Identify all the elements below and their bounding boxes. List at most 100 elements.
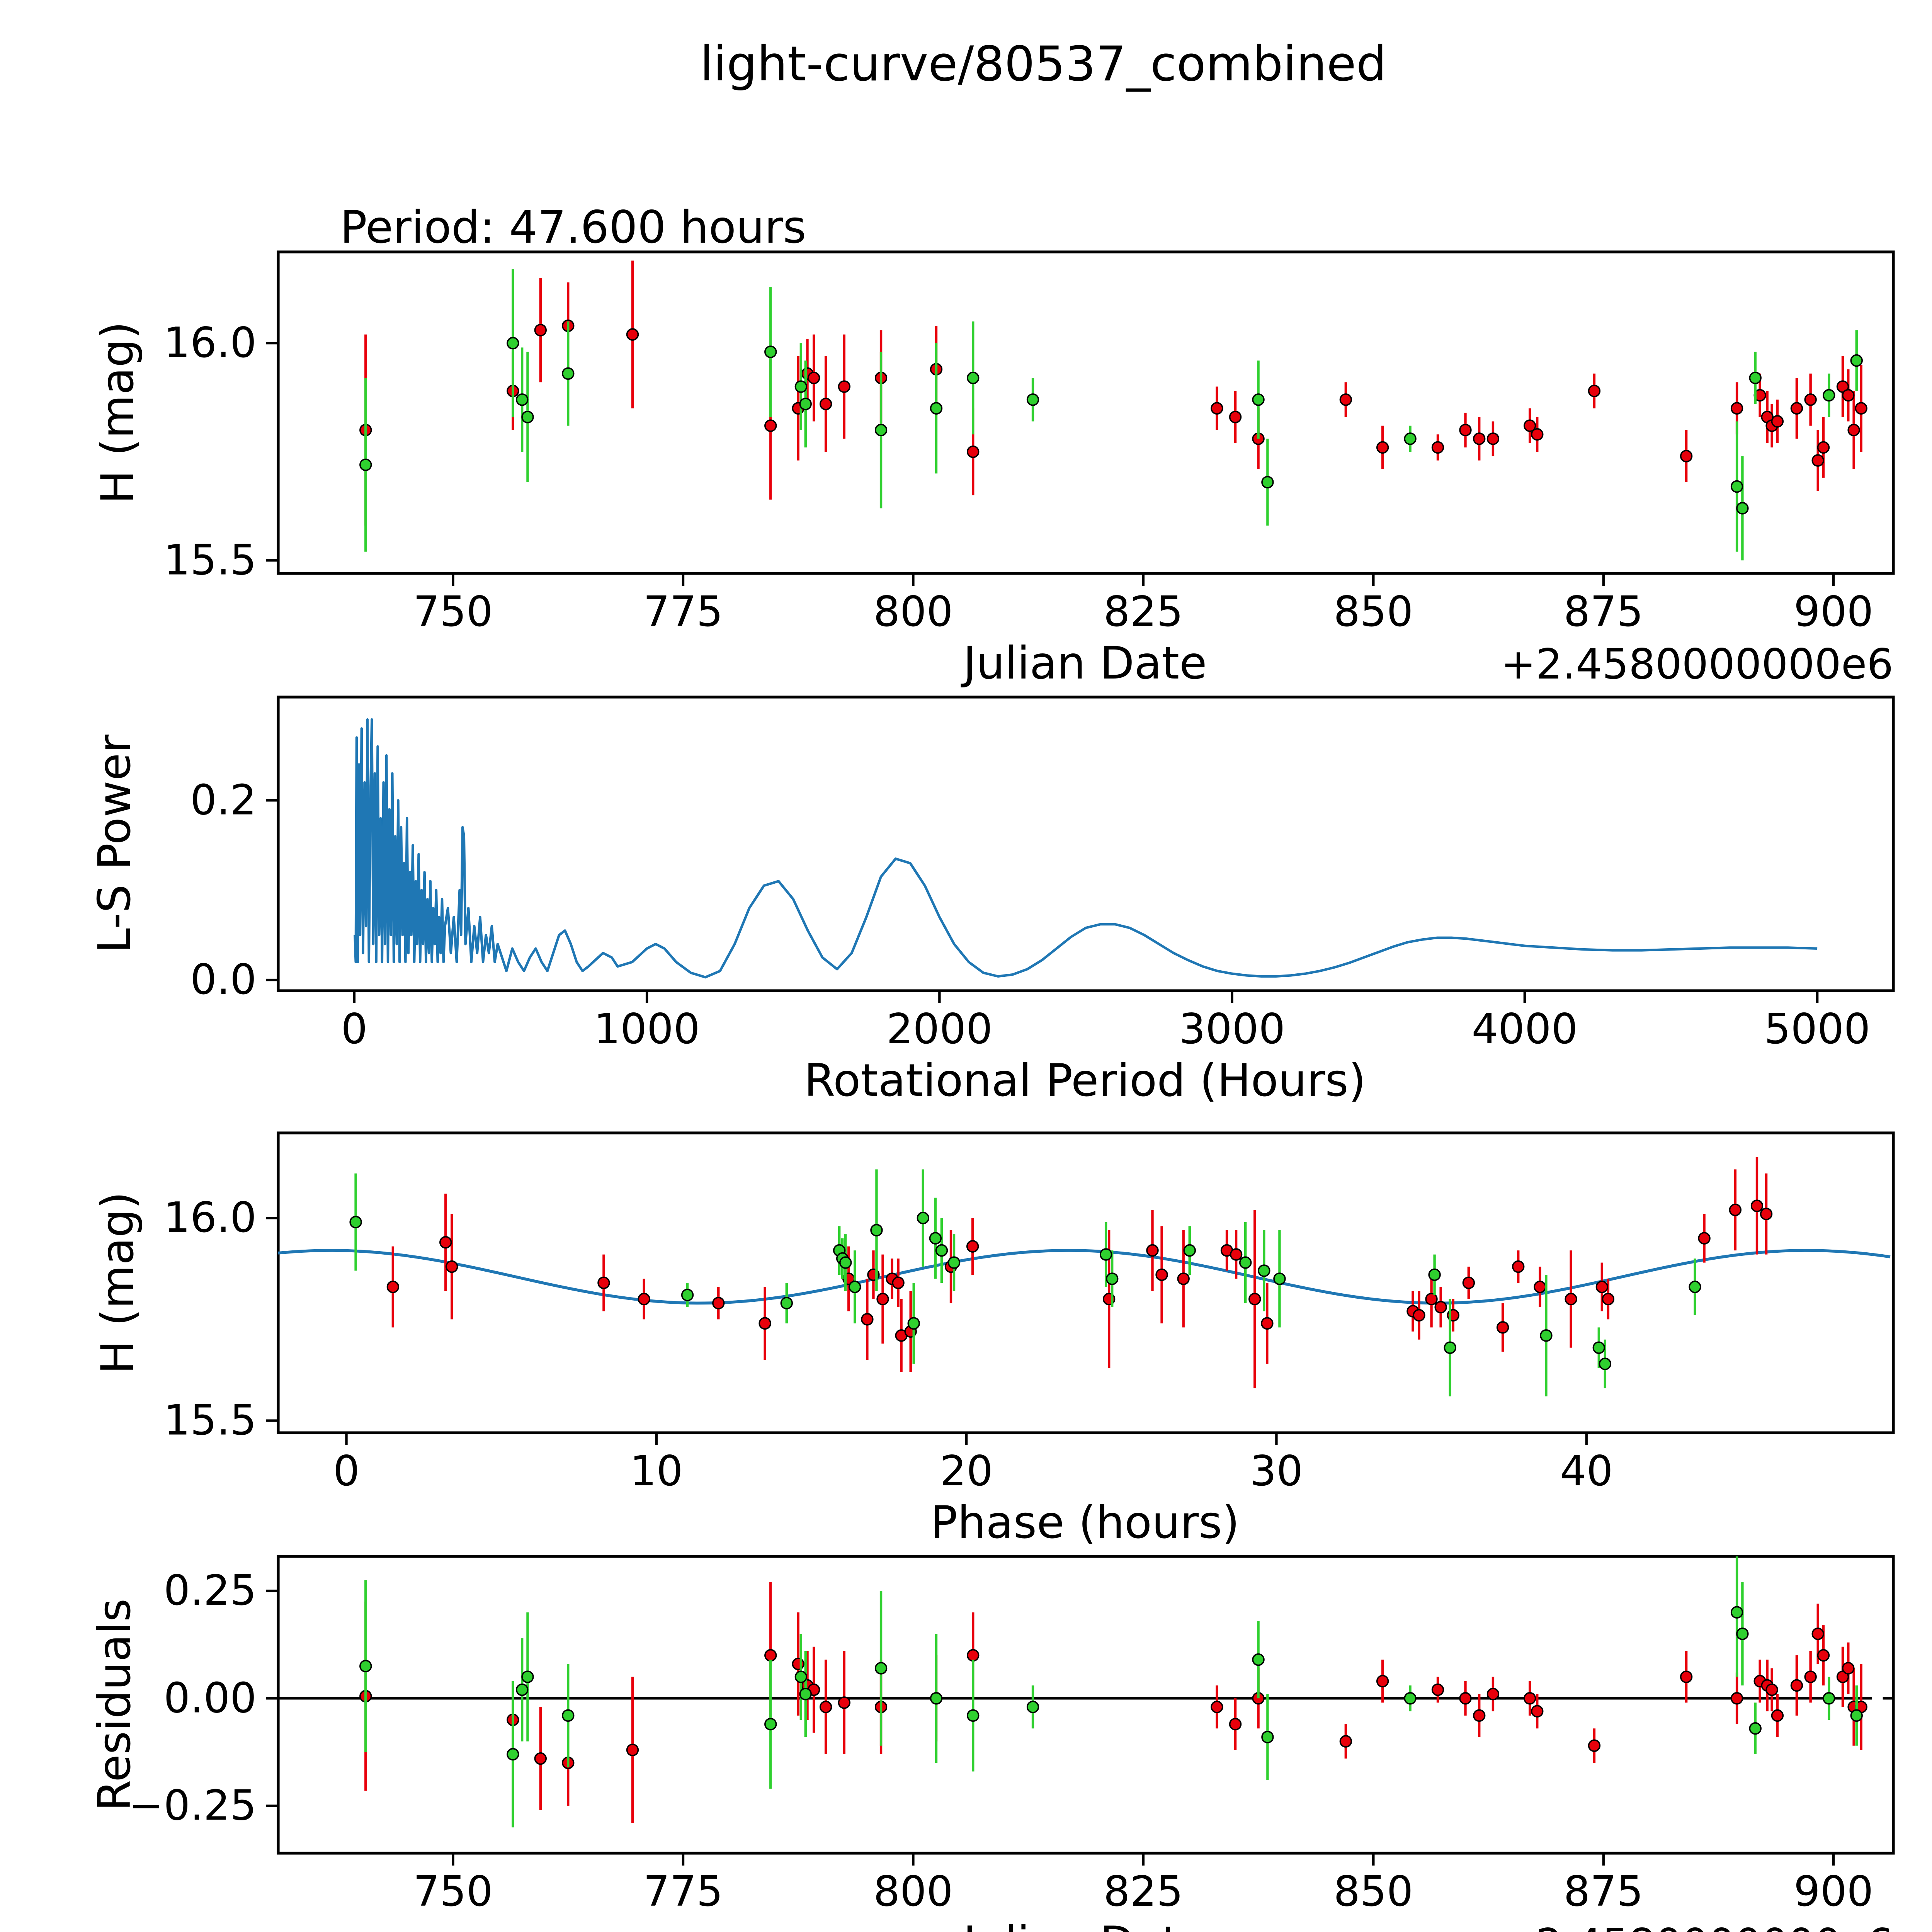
x-tick-label: 0	[341, 1005, 368, 1053]
data-point	[1183, 1244, 1196, 1257]
data-point	[1211, 402, 1223, 415]
x-tick-label: 2000	[886, 1005, 993, 1053]
y-tick-label: 0.0	[190, 956, 257, 1004]
data-point	[1842, 389, 1855, 402]
data-point	[1588, 1739, 1601, 1752]
data-point	[1531, 428, 1544, 441]
panel-phased-light-curve: 0 10 20 30 40 15.5 16.0	[164, 1131, 1895, 1495]
ylabel-ls-power: L-S Power	[88, 735, 141, 953]
data-point	[874, 423, 888, 437]
data-point	[930, 402, 943, 415]
data-point	[1230, 1248, 1243, 1261]
x-tick-label: 875	[1564, 588, 1643, 636]
data-point	[794, 380, 808, 393]
data-point	[597, 1276, 610, 1289]
data-point	[1248, 1293, 1261, 1306]
data-point	[1698, 1232, 1711, 1245]
data-point	[1428, 1268, 1441, 1281]
x-tick-label: 775	[643, 588, 723, 636]
data-layer	[354, 718, 1818, 979]
data-point	[819, 1701, 832, 1713]
data-point	[507, 1748, 519, 1761]
data-point	[1339, 393, 1352, 406]
data-point	[1339, 1735, 1352, 1748]
data-point	[1252, 393, 1265, 406]
data-point	[1431, 441, 1444, 454]
data-point	[917, 1212, 929, 1225]
model-curve	[278, 1249, 1891, 1305]
data-point	[1811, 1628, 1824, 1640]
data-point	[515, 1683, 529, 1696]
data-point	[1524, 1692, 1536, 1705]
data-point	[1473, 432, 1486, 445]
data-point	[1730, 402, 1743, 415]
period-annotation: Period: 47.600 hours	[340, 201, 806, 253]
data-point	[1842, 1662, 1855, 1675]
data-point	[1760, 1208, 1773, 1220]
ylabel-h-mag-2: H (mag)	[92, 1192, 144, 1374]
data-point	[1462, 1276, 1475, 1289]
data-point	[1599, 1357, 1612, 1370]
x-tick-label: 20	[940, 1447, 993, 1495]
y-tick-label: −0.25	[129, 1782, 257, 1830]
x-tick-label: 900	[1794, 1867, 1873, 1916]
x-tick-label: 40	[1560, 1447, 1613, 1495]
data-point	[1736, 502, 1749, 515]
x-tick-label: 900	[1794, 588, 1873, 636]
data-point	[1376, 441, 1389, 454]
data-point	[1229, 411, 1242, 423]
data-point	[1771, 1709, 1784, 1722]
data-point	[1855, 402, 1867, 415]
data-point	[638, 1293, 650, 1306]
axes-frame	[277, 1555, 1895, 1855]
data-point	[1252, 1653, 1265, 1666]
data-point	[626, 1743, 639, 1757]
y-tick-label: 0.25	[164, 1566, 257, 1615]
data-point	[386, 1281, 400, 1293]
data-point	[935, 1244, 948, 1257]
y-tick-label: 0.2	[190, 776, 257, 824]
data-point	[907, 1317, 920, 1330]
data-point	[1823, 389, 1835, 402]
x-tick-label: 800	[873, 1867, 953, 1916]
data-point	[626, 328, 639, 341]
data-layer	[359, 260, 1867, 561]
x-tick-label: 850	[1333, 1867, 1413, 1916]
data-point	[1680, 1670, 1693, 1683]
data-point	[1689, 1281, 1701, 1293]
axes-frame	[277, 1131, 1895, 1434]
data-point	[1836, 1670, 1849, 1683]
data-point	[1239, 1256, 1252, 1269]
data-point	[1431, 1683, 1444, 1696]
data-point	[1211, 1701, 1223, 1713]
x-tick-label: 4000	[1471, 1005, 1578, 1053]
xlabel-rotational-period: Rotational Period (Hours)	[804, 1054, 1366, 1107]
x-offset-label-1: +2.4580000000e6	[1501, 640, 1893, 689]
x-tick-label: 1000	[594, 1005, 700, 1053]
data-point	[1404, 1692, 1417, 1705]
x-tick-label: 10	[630, 1447, 683, 1495]
data-point	[1850, 354, 1863, 367]
data-point	[562, 367, 575, 380]
data-point	[849, 1281, 861, 1293]
data-point	[1425, 1293, 1438, 1306]
x-tick-label: 0	[333, 1447, 360, 1495]
data-point	[1730, 1692, 1743, 1705]
data-point	[1730, 480, 1743, 493]
data-point	[1404, 432, 1417, 445]
data-point	[799, 398, 812, 410]
x-tick-label: 5000	[1764, 1005, 1871, 1053]
data-point	[507, 337, 519, 350]
axes-frame	[277, 250, 1895, 575]
data-point	[764, 345, 777, 358]
data-point	[764, 1718, 777, 1731]
data-point	[870, 1224, 883, 1236]
data-point	[1105, 1272, 1119, 1285]
data-point	[1749, 371, 1762, 384]
x-tick-label: 850	[1333, 588, 1413, 636]
axes-frame	[277, 696, 1895, 992]
data-point	[1376, 1675, 1389, 1687]
data-point	[1729, 1204, 1742, 1216]
data-point	[1534, 1281, 1546, 1293]
data-point	[1155, 1268, 1168, 1281]
